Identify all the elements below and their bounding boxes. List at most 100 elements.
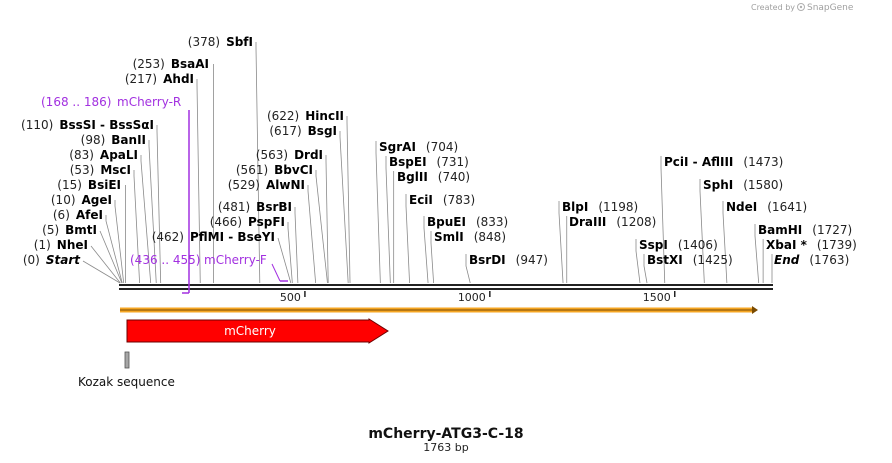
site-name: PciI - AflIII bbox=[664, 155, 733, 169]
site-drdi[interactable]: (563) DrdI bbox=[256, 148, 323, 162]
site-end[interactable]: (1763) End bbox=[774, 253, 849, 267]
site-blpi[interactable]: (1198) BlpI bbox=[562, 200, 638, 214]
site-name: EciI bbox=[409, 193, 433, 207]
site-position: (53) bbox=[70, 163, 95, 177]
site-smli[interactable]: (848) SmlI bbox=[434, 230, 506, 244]
ruler-tick-label: 1500 bbox=[643, 291, 671, 304]
site-bamhi[interactable]: (1727) BamHI bbox=[758, 223, 852, 237]
site-name: BamHI bbox=[758, 223, 802, 237]
site-bsrbi[interactable]: (481) BsrBI bbox=[218, 200, 292, 214]
feature-mcherry-label: mCherry bbox=[224, 324, 276, 338]
site-name: BsgI bbox=[308, 124, 337, 138]
site-name: BanII bbox=[111, 133, 146, 147]
site-pcii-afliii[interactable]: (1473) PciI - AflIII bbox=[664, 155, 783, 169]
site-position: (848) bbox=[474, 230, 506, 244]
site-hincii[interactable]: (622) HincII bbox=[267, 109, 344, 123]
site-apali[interactable]: (83) ApaLI bbox=[69, 148, 138, 162]
site-position: (466) bbox=[210, 215, 242, 229]
site-ahdi[interactable]: (217) AhdI bbox=[125, 72, 194, 86]
site-position: (1425) bbox=[693, 253, 733, 267]
site-name: DraIII bbox=[569, 215, 606, 229]
site-position: (1406) bbox=[678, 238, 718, 252]
site-bspei[interactable]: (731) BspEI bbox=[389, 155, 469, 169]
site-bpuei[interactable]: (833) BpuEI bbox=[427, 215, 508, 229]
credit-brand: SnapGene bbox=[807, 3, 854, 13]
site-ndei[interactable]: (1641) NdeI bbox=[726, 200, 807, 214]
primer-mcherry-r[interactable]: (168 .. 186) mCherry-R bbox=[41, 95, 190, 294]
map-length: 1763 bp bbox=[423, 441, 468, 454]
site-name: BsaAI bbox=[171, 57, 209, 71]
site-bsgi[interactable]: (617) BsgI bbox=[269, 124, 337, 138]
primer-f-range: (436 .. 455) bbox=[130, 253, 200, 267]
site-afei[interactable]: (6) AfeI bbox=[53, 208, 103, 222]
site-name: MscI bbox=[100, 163, 131, 177]
site-position: (462) bbox=[152, 230, 184, 244]
site-bbvci[interactable]: (561) BbvCI bbox=[236, 163, 313, 177]
site-agei[interactable]: (10) AgeI bbox=[51, 193, 112, 207]
site-position: (378) bbox=[188, 35, 220, 49]
site-leader-line bbox=[82, 260, 121, 284]
site-draiii[interactable]: (1208) DraIII bbox=[569, 215, 656, 229]
site-pspfi[interactable]: (466) PspFI bbox=[210, 215, 285, 229]
site-position: (1208) bbox=[616, 215, 656, 229]
site-leader-line bbox=[114, 200, 125, 284]
site-bsiei[interactable]: (15) BsiEI bbox=[57, 178, 121, 192]
site-bmti[interactable]: (5) BmtI bbox=[42, 223, 97, 237]
site-position: (622) bbox=[267, 109, 299, 123]
site-sphi[interactable]: (1580) SphI bbox=[703, 178, 783, 192]
site-name: XbaI * bbox=[766, 238, 808, 252]
site-position: (98) bbox=[81, 133, 106, 147]
site-position: (1739) bbox=[817, 238, 857, 252]
site-name: NdeI bbox=[726, 200, 757, 214]
primer-mcherry-f[interactable]: (436 .. 455) mCherry-F bbox=[130, 253, 288, 282]
site-pflmi-bseyi[interactable]: (462) PflMI - BseYI bbox=[152, 230, 275, 244]
site-leader-line bbox=[133, 170, 141, 284]
site-bglii[interactable]: (740) BglII bbox=[397, 170, 470, 184]
site-leader-line bbox=[635, 239, 641, 284]
site-name: SmlI bbox=[434, 230, 464, 244]
site-position: (5) bbox=[42, 223, 59, 237]
site-banii[interactable]: (98) BanII bbox=[81, 133, 146, 147]
site-xbai[interactable]: (1739) XbaI * bbox=[766, 238, 857, 252]
site-leader-line bbox=[156, 125, 162, 284]
site-name: NheI bbox=[57, 238, 88, 252]
site-nhei[interactable]: (1) NheI bbox=[34, 238, 88, 252]
site-leaders bbox=[82, 42, 773, 284]
site-bsaai[interactable]: (253) BsaAI bbox=[133, 57, 209, 71]
site-bsssi-bsss-i[interactable]: (110) BssSI - BssSαI bbox=[21, 118, 154, 132]
site-position: (10) bbox=[51, 193, 76, 207]
site-name: AgeI bbox=[82, 193, 112, 207]
site-bsrdi[interactable]: (947) BsrDI bbox=[469, 253, 548, 267]
site-leader-line bbox=[294, 207, 299, 284]
feature-mcherry[interactable]: mCherry bbox=[126, 318, 389, 344]
site-sspi[interactable]: (1406) SspI bbox=[639, 238, 718, 252]
site-alwni[interactable]: (529) AlwNI bbox=[228, 178, 305, 192]
site-leader-line bbox=[105, 215, 123, 284]
site-leader-line bbox=[385, 156, 391, 284]
site-leader-line bbox=[255, 42, 261, 284]
site-leader-line bbox=[90, 245, 121, 284]
site-bstxi[interactable]: (1425) BstXI bbox=[647, 253, 733, 267]
site-leader-line bbox=[307, 185, 317, 284]
site-position: (740) bbox=[438, 170, 470, 184]
site-position: (217) bbox=[125, 72, 157, 86]
site-msci[interactable]: (53) MscI bbox=[70, 163, 131, 177]
site-leader-line bbox=[315, 170, 328, 284]
feature-kozak[interactable] bbox=[124, 351, 130, 369]
site-start[interactable]: (0) Start bbox=[23, 253, 81, 267]
site-leader-line bbox=[430, 231, 435, 284]
site-position: (1473) bbox=[743, 155, 783, 169]
site-leader-line bbox=[140, 155, 152, 284]
site-ecii[interactable]: (783) EciI bbox=[409, 193, 475, 207]
site-name: Start bbox=[46, 253, 81, 267]
site-position: (481) bbox=[218, 200, 250, 214]
ruler-tick-label: 1000 bbox=[458, 291, 486, 304]
site-sbfi[interactable]: (378) SbfI bbox=[188, 35, 253, 49]
site-sgrai[interactable]: (704) SgrAI bbox=[379, 140, 458, 154]
site-position: (83) bbox=[69, 148, 94, 162]
site-leader-line bbox=[346, 116, 351, 284]
restriction-sites: (0) Start(1) NheI(5) BmtI(6) AfeI(10) AgeI(15… bbox=[21, 35, 857, 267]
site-leader-line bbox=[339, 131, 349, 284]
site-leader-line bbox=[754, 224, 760, 284]
orf-indicator[interactable] bbox=[120, 306, 758, 314]
